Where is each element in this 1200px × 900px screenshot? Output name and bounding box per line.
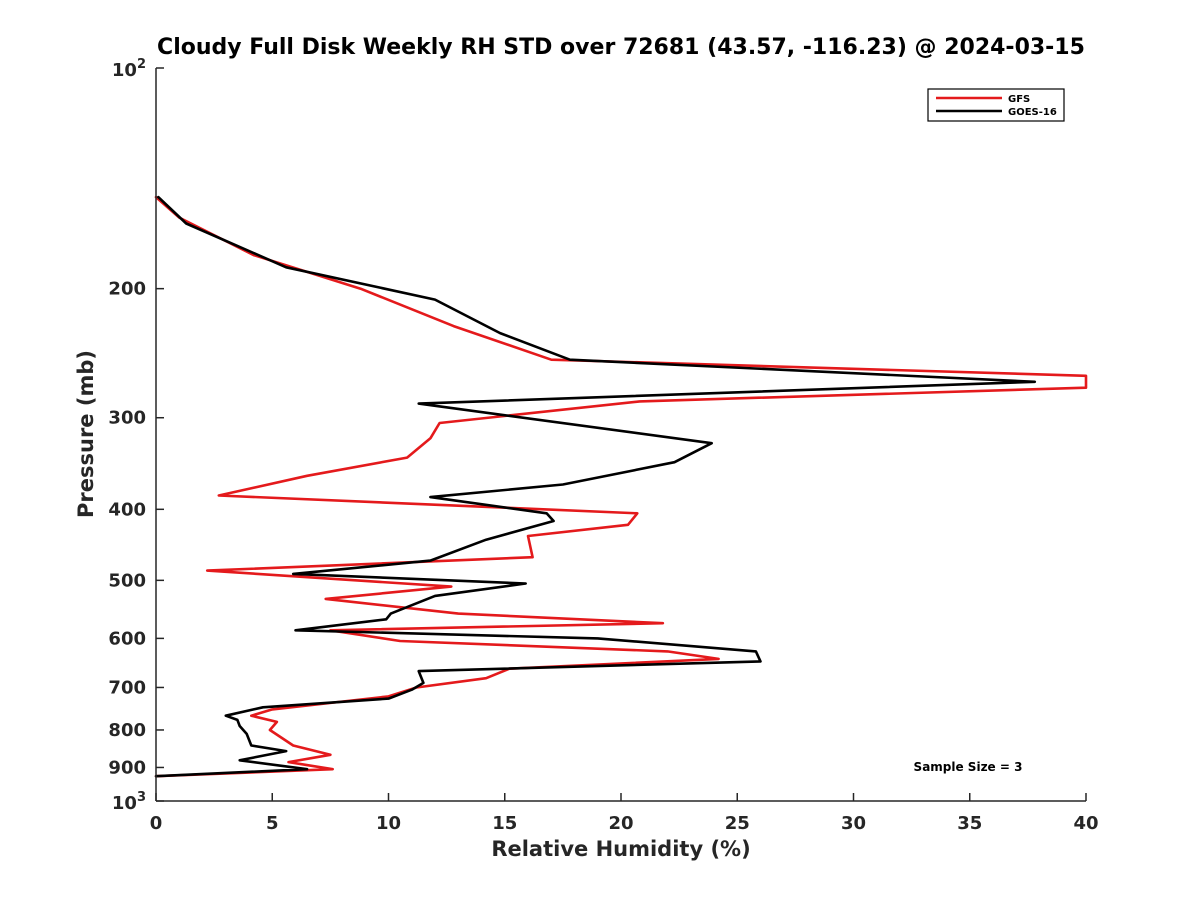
y-tick-label: 200 [108,279,146,300]
sample-size-annotation: Sample Size = 3 [914,760,1023,774]
y-tick-label: 800 [108,720,146,741]
y-tick-label: 500 [108,570,146,591]
chart-title: Cloudy Full Disk Weekly RH STD over 7268… [157,35,1085,60]
legend-box [927,88,1065,122]
x-axis-ticks: 0 5 10 15 20 25 30 35 40 [150,793,1099,834]
legend-label-gfs: GFS [1008,94,1030,105]
y-tick-label: 700 [108,677,146,698]
y-limit-top-base: 10 [112,60,137,81]
y-tick-label: 600 [108,628,146,649]
y-limit-top-exp: 2 [137,57,146,72]
y-tick-label: 400 [108,499,146,520]
y-limit-label-top: 102 [112,57,146,81]
x-tick-label: 20 [608,813,633,834]
x-tick-label: 30 [841,813,866,834]
y-tick-label: 300 [108,408,146,429]
x-tick-label: 10 [376,813,401,834]
y-limit-label-bottom: 103 [112,790,146,814]
x-tick-label: 0 [150,813,163,834]
series-line-goes16 [154,195,1037,778]
x-tick-label: 5 [266,813,279,834]
x-tick-label: 25 [725,813,750,834]
series-line-gfs [154,195,1088,778]
x-tick-label: 35 [957,813,982,834]
x-axis-label: Relative Humidity (%) [491,837,750,861]
x-tick-label: 15 [492,813,517,834]
legend-label-goes16: GOES-16 [1008,107,1057,118]
y-tick-label: 900 [108,757,146,778]
legend: GFS GOES-16 [927,88,1065,122]
series-layer [154,195,1088,778]
x-tick-label: 40 [1073,813,1098,834]
y-limit-bottom-exp: 3 [137,790,146,805]
y-limit-bottom-base: 10 [112,793,137,814]
y-axis-ticks: 200 300 400 500 600 700 800 900 [108,67,164,802]
y-axis-label: Pressure (mb) [74,350,98,518]
